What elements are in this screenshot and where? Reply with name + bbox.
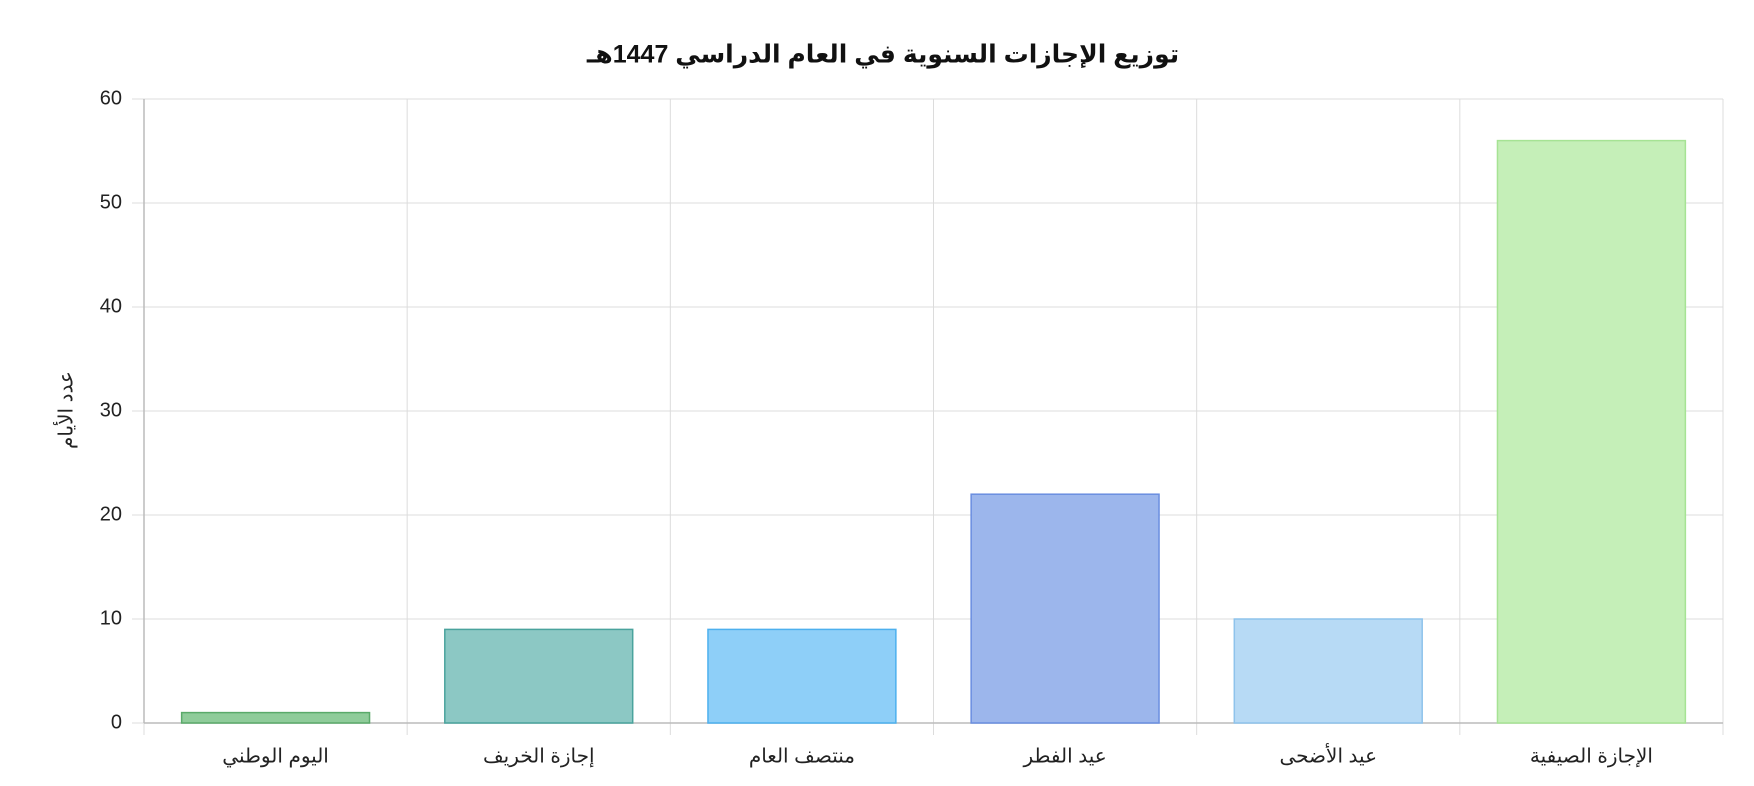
x-tick-label: اليوم الوطني [222,745,329,768]
x-tick-label: عيد الفطر [1022,745,1106,767]
bar [1233,618,1423,724]
y-tick-label: 50 [100,191,122,213]
bar [180,711,371,724]
y-tick-label: 30 [100,399,122,421]
x-tick-label: إجازة الخريف [483,745,595,768]
y-tick-label: 20 [100,503,122,525]
y-tick-label: 60 [100,87,122,109]
x-tick-label: عيد الأضحى [1279,743,1377,767]
x-tick-label: الإجازة الصيفية [1530,745,1653,767]
bar [707,628,897,724]
bar [1496,139,1687,724]
y-tick-label: 0 [111,711,122,733]
y-tick-label: 40 [100,295,122,317]
x-tick-label: منتصف العام [749,745,855,767]
y-axis-title: عدد الأيام [53,371,77,449]
bar [444,628,634,724]
y-tick-label: 10 [100,607,122,629]
chart-title: توزيع الإجازات السنوية في العام الدراسي … [586,41,1179,70]
bar [970,493,1160,724]
